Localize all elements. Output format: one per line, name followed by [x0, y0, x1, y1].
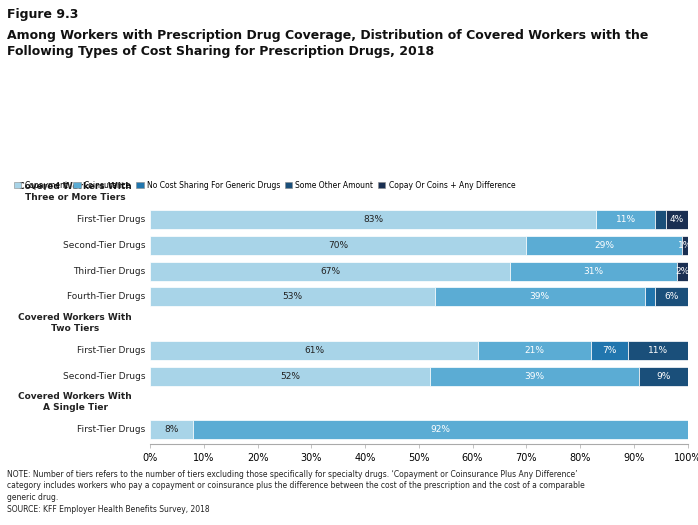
Bar — [682, 236, 688, 255]
Bar — [655, 287, 688, 307]
Bar — [429, 367, 639, 386]
Text: 21%: 21% — [524, 346, 544, 355]
Text: 67%: 67% — [320, 267, 340, 276]
Bar — [150, 287, 435, 307]
Bar — [478, 341, 591, 360]
Text: 92%: 92% — [430, 425, 450, 434]
Text: First-Tier Drugs: First-Tier Drugs — [77, 346, 146, 355]
Bar — [666, 210, 688, 229]
Bar — [639, 367, 688, 386]
Text: 9%: 9% — [656, 372, 671, 381]
Text: 31%: 31% — [584, 267, 604, 276]
Bar — [644, 287, 655, 307]
Bar — [596, 210, 655, 229]
Text: Second-Tier Drugs: Second-Tier Drugs — [63, 240, 146, 249]
Bar — [655, 210, 666, 229]
Text: Second-Tier Drugs: Second-Tier Drugs — [63, 372, 146, 381]
Text: First-Tier Drugs: First-Tier Drugs — [77, 215, 146, 224]
Bar — [150, 367, 429, 386]
Text: 7%: 7% — [602, 346, 617, 355]
Text: 53%: 53% — [283, 292, 302, 301]
Bar — [591, 341, 628, 360]
Text: generic drug.: generic drug. — [7, 493, 58, 502]
Text: 39%: 39% — [530, 292, 550, 301]
Text: Among Workers with Prescription Drug Coverage, Distribution of Covered Workers w: Among Workers with Prescription Drug Cov… — [7, 29, 648, 58]
Bar — [150, 261, 510, 280]
Text: Covered Workers With
A Single Tier: Covered Workers With A Single Tier — [18, 392, 132, 413]
Text: 83%: 83% — [363, 215, 383, 224]
Text: First-Tier Drugs: First-Tier Drugs — [77, 425, 146, 434]
Text: Covered Workers With
Three or More Tiers: Covered Workers With Three or More Tiers — [18, 182, 132, 202]
Bar — [510, 261, 677, 280]
Text: 29%: 29% — [594, 240, 614, 249]
Bar — [435, 287, 644, 307]
Bar — [526, 236, 682, 255]
Text: Fourth-Tier Drugs: Fourth-Tier Drugs — [67, 292, 146, 301]
Text: 52%: 52% — [280, 372, 300, 381]
Text: Covered Workers With
Two Tiers: Covered Workers With Two Tiers — [18, 313, 132, 333]
Legend: Copayment, Coinsurance, No Cost Sharing For Generic Drugs, Some Other Amount, Co: Copayment, Coinsurance, No Cost Sharing … — [10, 177, 518, 193]
Bar — [628, 341, 688, 360]
Bar — [677, 261, 688, 280]
Text: 61%: 61% — [304, 346, 324, 355]
Text: 11%: 11% — [648, 346, 668, 355]
Text: 11%: 11% — [616, 215, 636, 224]
Bar — [150, 210, 596, 229]
Bar — [150, 341, 478, 360]
Text: 70%: 70% — [328, 240, 348, 249]
Text: Figure 9.3: Figure 9.3 — [7, 8, 78, 21]
Text: Third-Tier Drugs: Third-Tier Drugs — [73, 267, 146, 276]
Bar — [150, 236, 526, 255]
Text: 6%: 6% — [664, 292, 678, 301]
Text: 2%: 2% — [675, 267, 690, 276]
Bar — [193, 421, 688, 439]
Text: 39%: 39% — [524, 372, 544, 381]
Text: NOTE: Number of tiers refers to the number of tiers excluding those specifically: NOTE: Number of tiers refers to the numb… — [7, 470, 577, 479]
Text: 4%: 4% — [669, 215, 684, 224]
Text: 8%: 8% — [165, 425, 179, 434]
Bar — [150, 421, 193, 439]
Text: category includes workers who pay a copayment or coinsurance plus the difference: category includes workers who pay a copa… — [7, 481, 585, 490]
Text: SOURCE: KFF Employer Health Benefits Survey, 2018: SOURCE: KFF Employer Health Benefits Sur… — [7, 505, 209, 513]
Text: 1%: 1% — [678, 240, 692, 249]
